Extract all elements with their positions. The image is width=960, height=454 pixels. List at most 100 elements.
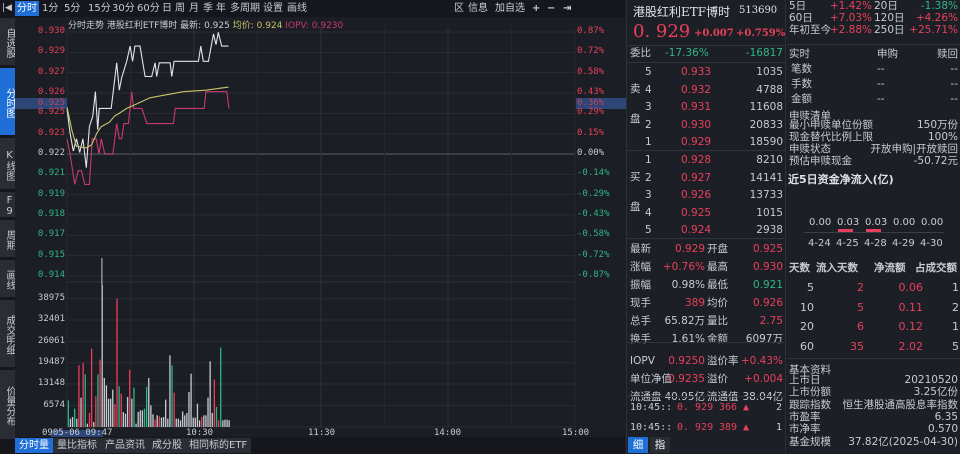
price-tick-label: 0.915: [37, 249, 65, 260]
period-tab-2[interactable]: 5分: [64, 3, 81, 14]
bid-level-row[interactable]: 4 0.925 1015: [627, 205, 785, 221]
stat-value: 0.930: [752, 261, 783, 273]
stat-label: 金额: [707, 333, 728, 345]
value: 0.570: [927, 423, 958, 436]
flow-table-row: 10 5 0.11 2.: [787, 300, 960, 316]
period-tab-6[interactable]: 日: [162, 3, 172, 14]
period-tab-10[interactable]: 年: [216, 3, 226, 14]
flow-date: 4-24: [808, 238, 831, 249]
period-tab-7[interactable]: 周: [175, 3, 185, 14]
days: 60: [800, 339, 814, 353]
area-button[interactable]: 区: [454, 3, 464, 14]
period-tab-0[interactable]: 分时: [15, 1, 39, 16]
cursor-time-highlight: [51, 430, 103, 437]
volume: 4788: [756, 83, 783, 96]
period-tab-9[interactable]: 季: [203, 3, 213, 14]
sidebar-item-4[interactable]: 周期: [0, 220, 15, 258]
volume-bar: [80, 397, 82, 427]
label: 金额: [791, 93, 812, 105]
price-line: [66, 32, 229, 168]
cursor-time-label: 0905-06 09:47: [42, 428, 113, 438]
collapse-icon[interactable]: |◀: [2, 3, 12, 13]
stat-row: 涨幅 +0.76% 最高 0.930: [627, 259, 785, 275]
volume-bar: [97, 374, 99, 427]
time-tick-label: 10:30: [186, 428, 214, 438]
detail-tab-0[interactable]: 细: [628, 437, 648, 453]
indicator-tab-0[interactable]: 分时量: [15, 438, 53, 453]
basics-row: 上市日 20210520: [787, 374, 960, 386]
volume-bar: [135, 423, 137, 427]
volume-tick-label: 32401: [37, 314, 65, 325]
period-tab-11[interactable]: 多周期: [230, 3, 260, 14]
ask-level-row[interactable]: 5 0.933 1035: [627, 64, 785, 80]
ask-level-row[interactable]: 1 0.929 18590: [627, 134, 785, 150]
left-sidebar: 自选股分时图 K线图 F9 周期 画线成交明细价量分布 |◀: [0, 0, 15, 454]
ask-level-row[interactable]: 2 0.930 20833: [627, 117, 785, 133]
bid-level-row[interactable]: 3 0.926 13733: [627, 187, 785, 203]
zoom-in-icon[interactable]: +: [532, 3, 541, 14]
sidebar-item-3[interactable]: F9: [0, 192, 15, 218]
period-tab-8[interactable]: 月: [189, 3, 199, 14]
net-flow: 0.06: [898, 281, 924, 294]
volume-bar: [126, 396, 129, 427]
info-button[interactable]: 信息: [468, 3, 488, 14]
label: 最小申赎单位份额: [789, 119, 873, 131]
ask-level-row[interactable]: 4 0.932 4788: [627, 82, 785, 98]
expand-icon[interactable]: ⇥: [563, 3, 572, 14]
period-tab-1[interactable]: 1分: [42, 3, 59, 14]
quote-panel: 港股红利ETF博时 513690 0. 929 +0.007 +0.759% 委…: [626, 0, 786, 454]
sidebar-item-2[interactable]: K线图: [0, 138, 15, 190]
volume-bar: [145, 386, 148, 427]
period-tab-5[interactable]: 60分: [137, 3, 160, 14]
volume-bar: [217, 420, 220, 427]
indicator-tab-2[interactable]: 产品资讯: [101, 438, 149, 453]
price-tick-label: 0.927: [37, 66, 65, 77]
sidebar-item-7[interactable]: 价量分布: [0, 370, 15, 440]
volume-bar: [169, 355, 171, 427]
volume-tick-label: 13148: [37, 378, 65, 389]
days: 5: [807, 281, 814, 294]
stat-label: 溢价率: [707, 355, 739, 367]
bid-level-row[interactable]: 5 0.924 2938: [627, 222, 785, 238]
volume-bar: [69, 418, 72, 427]
volume-bar: [93, 421, 95, 427]
basics-row: 跟踪指数 恒生港股通高股息率指数: [787, 399, 960, 411]
volume-tick-label: 6574: [43, 399, 65, 410]
sidebar-item-1[interactable]: 分时图: [0, 68, 15, 136]
sidebar-item-5[interactable]: 画线: [0, 260, 15, 298]
intraday-chart[interactable]: [0, 0, 626, 454]
period-tab-13[interactable]: 画线: [287, 3, 307, 14]
turnover-share: 5.: [952, 339, 960, 353]
bid-level-row[interactable]: 2 0.927 14141: [627, 170, 785, 186]
period-tab-4[interactable]: 30分: [112, 3, 135, 14]
price-tick-label: 0.919: [37, 188, 65, 199]
price-tick-label: 0.918: [37, 208, 65, 219]
bid-level-row[interactable]: 1 0.928 8210: [627, 152, 785, 168]
price-tick-label: 0.930: [37, 26, 65, 36]
volume-bar: [107, 398, 110, 427]
volume-bar: [141, 410, 144, 427]
ask-level-row[interactable]: 3 0.931 11608: [627, 99, 785, 115]
side-char: 买: [630, 171, 641, 183]
sidebar-item-0[interactable]: 自选股: [0, 18, 15, 66]
level: 1: [645, 154, 652, 166]
stat-row: 单位净值 0.9235 溢价 +0.004: [627, 371, 785, 387]
add-watchlist-button[interactable]: 加自选: [495, 3, 525, 14]
volume-bar: [86, 423, 89, 427]
realtime-header: 实时 申购 赎回: [787, 46, 960, 62]
indicator-tab-1[interactable]: 量比指标: [53, 438, 101, 453]
security-code: 513690: [739, 5, 778, 16]
cursor-pct-highlight: [576, 98, 626, 109]
sidebar-item-6[interactable]: 成交明细: [0, 300, 15, 368]
realtime-row: 笔数 -- --: [787, 61, 960, 77]
stat-label: 换手: [630, 333, 651, 345]
detail-tab-1[interactable]: 指: [650, 437, 670, 453]
period-tab-3[interactable]: 15分: [88, 3, 111, 14]
label: 申赎状态: [789, 143, 831, 155]
tick-volume: 389: [719, 422, 738, 433]
flow5-title: 近5日资金净流入(亿): [788, 173, 894, 186]
indicator-tab-4[interactable]: 相同标的ETF: [185, 438, 252, 453]
indicator-tab-3[interactable]: 成分股: [148, 438, 186, 453]
zoom-out-icon[interactable]: −: [547, 3, 556, 14]
period-tab-12[interactable]: 设置: [263, 3, 283, 14]
